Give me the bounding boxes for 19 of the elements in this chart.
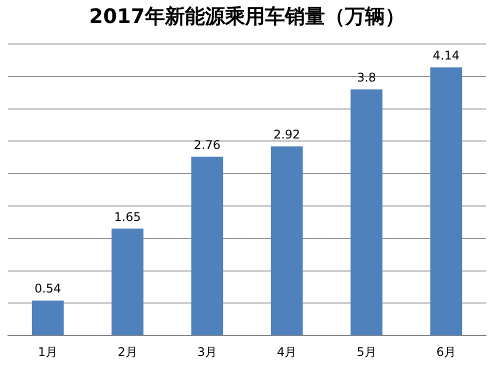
x-tick-label: 6月: [436, 344, 456, 359]
data-label: 2.92: [273, 128, 300, 142]
x-tick-label: 2月: [118, 344, 138, 359]
bar: [350, 89, 382, 336]
x-tick-label: 5月: [356, 344, 376, 359]
x-tick-label: 1月: [38, 344, 58, 359]
data-label: 1.65: [114, 210, 141, 224]
x-tick-label: 3月: [197, 344, 217, 359]
chart-title: 2017年新能源乘用车销量（万辆）: [89, 4, 405, 28]
bar: [191, 156, 224, 336]
bar: [430, 67, 462, 336]
bar: [112, 228, 144, 336]
data-label: 2.76: [194, 138, 221, 152]
data-label: 3.8: [356, 70, 376, 84]
data-label: 0.54: [34, 282, 62, 296]
data-label: 4.14: [432, 48, 460, 62]
bar: [270, 146, 303, 336]
bar: [32, 300, 64, 336]
x-tick-label: 4月: [277, 344, 297, 359]
